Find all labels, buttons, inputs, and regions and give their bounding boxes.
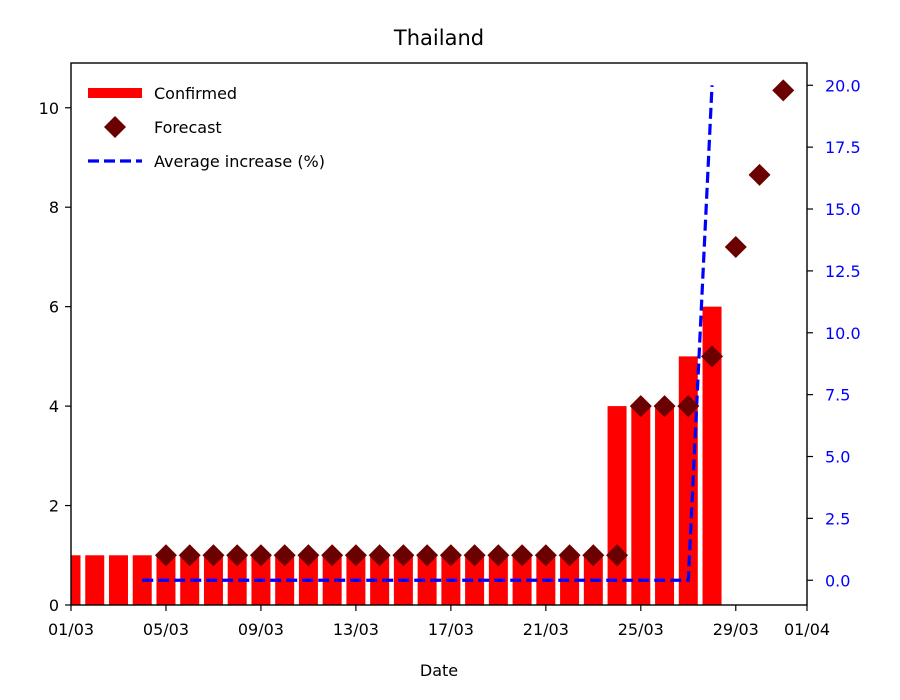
legend-label: Average increase (%) xyxy=(154,152,325,171)
y2-tick-label: 10.0 xyxy=(825,324,861,343)
legend-label: Confirmed xyxy=(154,84,237,103)
legend-swatch-forecast xyxy=(104,116,126,138)
y2-tick-label: 20.0 xyxy=(825,76,861,95)
point xyxy=(226,544,249,567)
y-tick-label: 6 xyxy=(49,298,59,317)
x-tick-label: 01/04 xyxy=(784,620,830,639)
x-axis: 01/03 05/03 09/03 13/03 17/03 21/03 25/03 29/03… xyxy=(48,605,830,639)
point xyxy=(202,544,225,567)
y-tick-label: 8 xyxy=(49,198,59,217)
bar xyxy=(71,555,81,605)
legend-swatch-confirmed xyxy=(88,88,142,98)
x-tick-label: 17/03 xyxy=(428,620,474,639)
bar xyxy=(85,555,105,605)
y-axis-right: 0.0 2.5 5.0 7.5 10.0 12.5 15.0 17.5 20.0 xyxy=(807,76,861,590)
point xyxy=(653,395,676,418)
bar xyxy=(180,555,200,605)
y-tick-label: 4 xyxy=(49,397,59,416)
y-tick-label: 0 xyxy=(49,596,59,615)
point xyxy=(558,544,581,567)
chart-title: Thailand xyxy=(393,26,484,50)
y2-tick-label: 0.0 xyxy=(825,571,850,590)
point xyxy=(344,544,367,567)
point xyxy=(392,544,415,567)
y-tick-label: 2 xyxy=(49,497,59,516)
point xyxy=(748,163,771,186)
point xyxy=(487,544,510,567)
point xyxy=(297,544,320,567)
series-line xyxy=(142,85,714,582)
point xyxy=(772,79,795,102)
bar xyxy=(607,406,627,605)
y2-tick-label: 12.5 xyxy=(825,262,861,281)
point xyxy=(249,544,272,567)
point xyxy=(273,544,296,567)
bar xyxy=(702,306,722,605)
point xyxy=(439,544,462,567)
bar xyxy=(678,356,698,605)
legend: Confirmed Forecast Average increase (%) xyxy=(88,84,325,171)
bar xyxy=(322,555,342,605)
bar xyxy=(275,555,295,605)
y2-tick-label: 15.0 xyxy=(825,200,861,219)
plot-frame xyxy=(70,62,808,606)
x-tick-label: 29/03 xyxy=(713,620,759,639)
x-tick-label: 01/03 xyxy=(48,620,94,639)
y2-tick-label: 7.5 xyxy=(825,386,850,405)
x-axis-label: Date xyxy=(420,661,458,680)
legend-label: Forecast xyxy=(154,118,222,137)
bar xyxy=(512,555,532,605)
x-tick-label: 05/03 xyxy=(143,620,189,639)
point xyxy=(582,544,605,567)
point xyxy=(606,544,629,567)
bar xyxy=(465,555,485,605)
y2-tick-label: 2.5 xyxy=(825,509,850,528)
bar xyxy=(655,406,675,605)
y-tick-label: 10 xyxy=(39,99,59,118)
point xyxy=(416,544,439,567)
point xyxy=(368,544,391,567)
bar xyxy=(108,555,128,605)
point xyxy=(724,235,747,258)
bar xyxy=(631,406,651,605)
bar xyxy=(227,555,247,605)
point xyxy=(534,544,557,567)
y-axis-left: 0 2 4 6 8 10 xyxy=(39,99,71,615)
bar xyxy=(370,555,390,605)
x-tick-label: 09/03 xyxy=(238,620,284,639)
x-tick-label: 21/03 xyxy=(523,620,569,639)
y2-tick-label: 17.5 xyxy=(825,138,861,157)
point xyxy=(154,544,177,567)
bars-layer xyxy=(71,306,722,605)
markers-layer xyxy=(154,79,795,567)
point xyxy=(321,544,344,567)
point xyxy=(701,345,724,368)
point xyxy=(511,544,534,567)
y2-tick-label: 5.0 xyxy=(825,448,850,467)
point xyxy=(677,395,700,418)
line-layer xyxy=(142,85,714,582)
bar xyxy=(417,555,437,605)
point xyxy=(178,544,201,567)
point xyxy=(629,395,652,418)
bar xyxy=(560,555,580,605)
x-tick-label: 25/03 xyxy=(618,620,664,639)
x-tick-label: 13/03 xyxy=(333,620,379,639)
point xyxy=(463,544,486,567)
